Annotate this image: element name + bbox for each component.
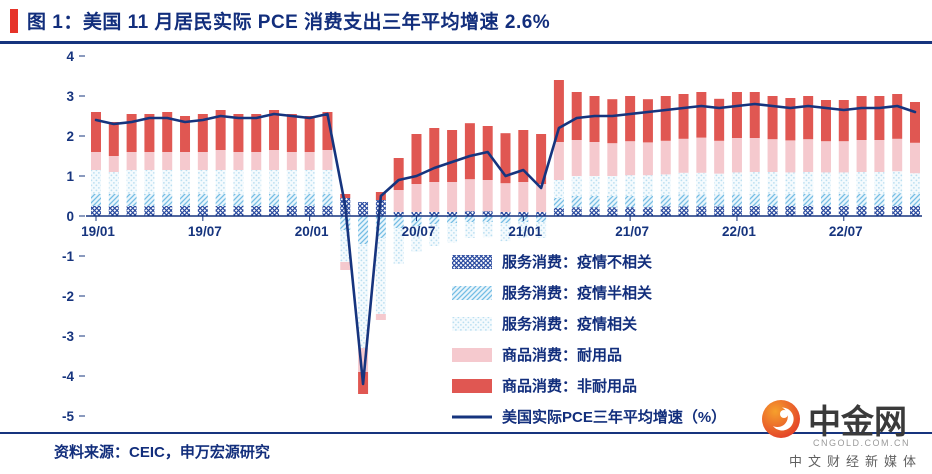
watermark-brand-row: 中金网 [761, 395, 922, 443]
legend-swatch-icon [452, 254, 492, 269]
svg-text:-2: -2 [62, 289, 74, 304]
source-note: 资料来源：CEIC，申万宏源研究 [54, 444, 270, 461]
svg-text:19/07: 19/07 [188, 224, 222, 239]
legend-label: 服务消费：疫情不相关 [502, 254, 653, 271]
legend-label: 商品消费：耐用品 [502, 347, 623, 364]
title-accent-bar [10, 8, 18, 33]
svg-text:-5: -5 [62, 409, 74, 424]
cngold-logo-icon [761, 400, 800, 438]
svg-text:20/07: 20/07 [402, 224, 436, 239]
legend-swatch-icon [452, 285, 492, 300]
legend-label: 美国实际PCE三年平均增速（%） [502, 409, 727, 426]
legend-label: 商品消费：非耐用品 [502, 378, 638, 395]
chart-legend: 服务消费：疫情不相关 服务消费：疫情半相关 服务消费：疫情相关 商品消费：耐用品 商品消… [452, 246, 726, 432]
svg-text:22/01: 22/01 [722, 224, 756, 239]
watermark-tagline: 中文财经新媒体 [788, 454, 922, 469]
svg-text:1: 1 [66, 169, 74, 184]
svg-text:3: 3 [66, 89, 74, 104]
legend-item-4: 商品消费：非耐用品 [452, 370, 726, 401]
legend-swatch-icon [452, 378, 492, 393]
legend-line-icon [452, 415, 492, 418]
svg-text:-1: -1 [62, 249, 74, 264]
footer: 资料来源：CEIC，申万宏源研究 [0, 432, 932, 462]
legend-item-2: 服务消费：疫情相关 [452, 308, 726, 339]
svg-text:20/01: 20/01 [295, 224, 329, 239]
legend-item-0: 服务消费：疫情不相关 [452, 246, 726, 277]
legend-item-line: 美国实际PCE三年平均增速（%） [452, 401, 726, 432]
legend-item-3: 商品消费：耐用品 [452, 339, 726, 370]
svg-text:-3: -3 [62, 329, 74, 344]
pce-stacked-bar-line-chart: 4 3 2 1 0 -1 -2 -3 -4 -5 19/01 19/07 20/01 20/07 21/01… [62, 49, 922, 424]
watermark-brand: 中金网 [807, 405, 907, 441]
legend-swatch-icon [452, 347, 492, 362]
svg-text:19/01: 19/01 [81, 224, 115, 239]
legend-label: 服务消费：疫情半相关 [502, 285, 653, 302]
watermark: 中金网 CNGOLD.COM.CN 中文财经新媒体 [761, 395, 922, 470]
svg-text:22/07: 22/07 [829, 224, 863, 239]
svg-text:21/01: 21/01 [508, 224, 542, 239]
svg-text:2: 2 [66, 129, 74, 144]
legend-label: 服务消费：疫情相关 [502, 316, 638, 333]
legend-swatch-icon [452, 316, 492, 331]
figure-title: 图 1：美国 11 月居民实际 PCE 消费支出三年平均增速 2.6% [27, 12, 551, 33]
svg-text:-4: -4 [62, 369, 74, 384]
chart-header: 图 1：美国 11 月居民实际 PCE 消费支出三年平均增速 2.6% [0, 0, 932, 44]
svg-text:0: 0 [66, 209, 74, 224]
watermark-domain: CNGOLD.COM.CN [812, 438, 910, 448]
svg-text:21/07: 21/07 [615, 224, 649, 239]
legend-item-1: 服务消费：疫情半相关 [452, 277, 726, 308]
svg-text:4: 4 [66, 49, 74, 64]
chart-area: 4 3 2 1 0 -1 -2 -3 -4 -5 19/01 19/07 20/01 20/07 21/01… [0, 44, 932, 432]
